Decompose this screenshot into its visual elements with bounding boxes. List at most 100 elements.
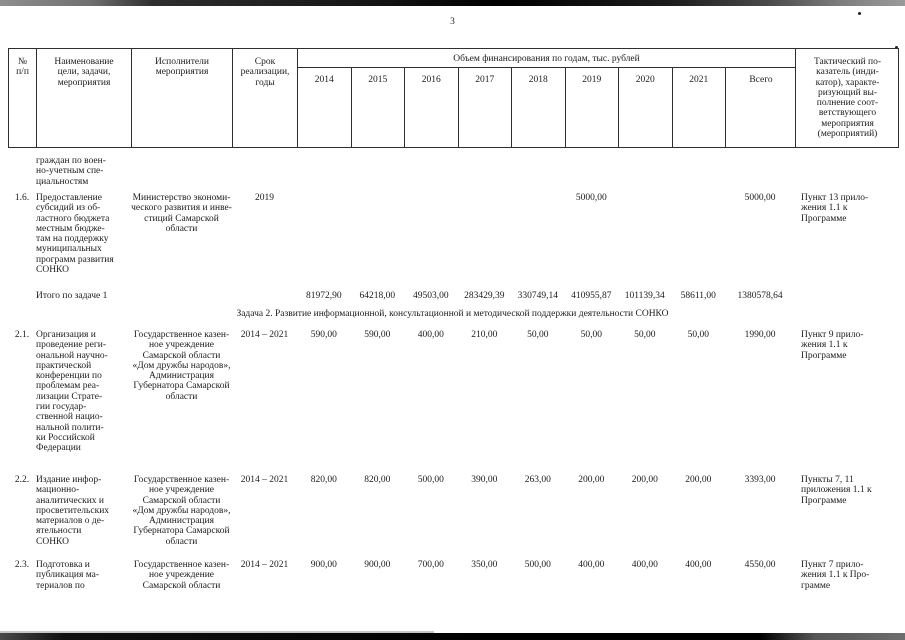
row-value-2019: 200,00 <box>578 475 605 485</box>
section-header-task2: Задача 2. Развитие информационной, консу… <box>236 309 669 319</box>
row-value-2021: 400,00 <box>685 560 712 570</box>
col-header-year-2014: 2014 <box>298 68 352 147</box>
row-period: 2014 – 2021 <box>240 330 289 340</box>
col-header-executor: Исполнители мероприятия <box>132 49 233 147</box>
col-header-year-2015: 2015 <box>352 68 405 147</box>
row-value-2021 <box>672 193 726 275</box>
row-num: 2.2. <box>14 475 30 485</box>
row-total: 5000,00 <box>744 193 776 203</box>
summary-value-2020: 101139,34 <box>624 291 665 301</box>
row-value-2014: 590,00 <box>310 330 337 340</box>
row-value-2021: 50,00 <box>687 330 709 340</box>
row-value-2017 <box>458 193 512 275</box>
row-value-2014 <box>297 193 351 275</box>
col-header-year-2019: 2019 <box>566 68 619 147</box>
row-period: 2014 – 2021 <box>240 560 289 570</box>
row-value-2019: 50,00 <box>580 330 602 340</box>
row-total: 1990,00 <box>744 330 776 340</box>
table-row-2-1: 2.1. Организация и проведение реги- онал… <box>8 330 897 454</box>
row-value-2020: 50,00 <box>634 330 656 340</box>
summary-value-2018: 330749,14 <box>517 291 558 301</box>
row-executor: Министерство экономи- ческого развития и… <box>131 193 232 234</box>
row-value-2015: 820,00 <box>364 475 391 485</box>
row-name: Издание инфор- мационно- аналитических и… <box>36 475 110 547</box>
row-period: 2014 – 2021 <box>240 475 289 485</box>
summary-value-2016: 49503,00 <box>412 291 449 301</box>
row-value-2016: 500,00 <box>417 475 444 485</box>
col-header-year-2017: 2017 <box>459 68 512 147</box>
row-value-2018: 50,00 <box>527 330 549 340</box>
row-name-continuation: граждан по воен- но-учетным спе- циально… <box>36 156 106 187</box>
row-num: 1.6. <box>14 193 30 203</box>
row-value-2018: 263,00 <box>524 475 551 485</box>
row-num <box>8 156 36 187</box>
row-indicator: Пункт 7 прило- жения 1.1 к Про- грамме <box>801 560 870 591</box>
summary-value-2014: 81972,90 <box>305 291 342 301</box>
col-header-indicator: Тактический по- казатель (инди- катор), … <box>813 57 882 140</box>
row-total: 4550,00 <box>744 560 776 570</box>
row-value-2015 <box>351 193 405 275</box>
col-header-num: № п/п <box>9 49 37 147</box>
row-executor: Государственное казен- ное учреждение Са… <box>132 330 231 402</box>
row-indicator: Пункт 9 прило- жения 1.1 к Программе <box>801 330 864 361</box>
table-row-2-3: 2.3. Подготовка и публикация ма- териало… <box>8 560 897 591</box>
scan-artifact-bottom-bar <box>0 631 905 640</box>
row-value-2021: 200,00 <box>685 475 712 485</box>
row-value-2014: 900,00 <box>310 560 337 570</box>
summary-value-2015: 64218,00 <box>359 291 396 301</box>
row-value-2016: 700,00 <box>417 560 444 570</box>
row-period: 2019 <box>255 193 274 203</box>
summary-value-2021: 58611,00 <box>680 291 716 301</box>
table-row-continuation: граждан по воен- но-учетным спе- циально… <box>8 156 897 187</box>
col-header-year-2021: 2021 <box>673 68 726 147</box>
summary-total: 1380578,64 <box>737 291 783 301</box>
row-indicator: Пункт 13 прило- жения 1.1 к Программе <box>801 193 869 224</box>
row-name: Организация и проведение реги- ональной … <box>36 330 108 454</box>
year-columns: 2014 2015 2016 2017 2018 2019 2020 2021 … <box>298 68 795 147</box>
table-row-2-2: 2.2. Издание инфор- мационно- аналитичес… <box>8 475 897 547</box>
funding-group-title: Объем финансирования по годам, тыс. рубл… <box>298 49 795 68</box>
row-value-2019: 400,00 <box>578 560 605 570</box>
row-value-2015: 900,00 <box>364 560 391 570</box>
scan-artifact-dot <box>895 46 898 49</box>
row-value-2016 <box>404 193 458 275</box>
col-header-year-2016: 2016 <box>405 68 459 147</box>
row-name: Предоставление субсидий из об- ластного … <box>36 193 114 276</box>
col-header-name: Наименование цели, задачи, мероприятия <box>37 49 132 147</box>
col-header-funding-group: Объем финансирования по годам, тыс. рубл… <box>298 49 796 147</box>
row-value-2017: 350,00 <box>471 560 498 570</box>
summary-label: Итого по задаче 1 <box>36 291 108 301</box>
row-value-2020: 400,00 <box>631 560 658 570</box>
row-executor: Государственное казен- ное учреждение Са… <box>132 475 231 547</box>
row-value-2020: 200,00 <box>631 475 658 485</box>
col-header-year-2018: 2018 <box>512 68 566 147</box>
scan-artifact-light-line <box>0 631 435 633</box>
row-value-2017: 390,00 <box>471 475 498 485</box>
row-value-2019: 5000,00 <box>575 193 607 203</box>
row-value-2015: 590,00 <box>364 330 391 340</box>
scan-artifact-top-bar <box>0 0 905 6</box>
table-row-summary-task1: Итого по задаче 1 81972,90 64218,00 4950… <box>8 291 897 301</box>
row-indicator: Пункты 7, 11 приложения 1.1 к Программе <box>801 475 872 506</box>
summary-value-2019: 410955,87 <box>571 291 612 301</box>
row-value-2020 <box>618 193 672 275</box>
row-name: Подготовка и публикация ма- териалов по <box>36 560 100 591</box>
scan-artifact-black-bar <box>0 633 905 640</box>
row-total: 3393,00 <box>744 475 776 485</box>
row-value-2018 <box>511 193 565 275</box>
col-header-year-2020: 2020 <box>619 68 673 147</box>
summary-value-2017: 283429,39 <box>464 291 505 301</box>
page-number: 3 <box>450 17 455 27</box>
col-header-total: Всего <box>749 75 773 85</box>
row-num <box>8 291 36 301</box>
table-header: № п/п Наименование цели, задачи, меропри… <box>8 48 899 148</box>
col-header-period: Срок реализации, годы <box>233 49 298 147</box>
row-executor: Государственное казен- ное учреждение Са… <box>133 560 230 591</box>
row-num: 2.1. <box>14 330 30 340</box>
row-value-2014: 820,00 <box>310 475 337 485</box>
table-row-1-6: 1.6. Предоставление субсидий из об- ласт… <box>8 193 897 275</box>
row-num: 2.3. <box>14 560 30 570</box>
row-value-2018: 500,00 <box>524 560 551 570</box>
row-value-2017: 210,00 <box>471 330 498 340</box>
